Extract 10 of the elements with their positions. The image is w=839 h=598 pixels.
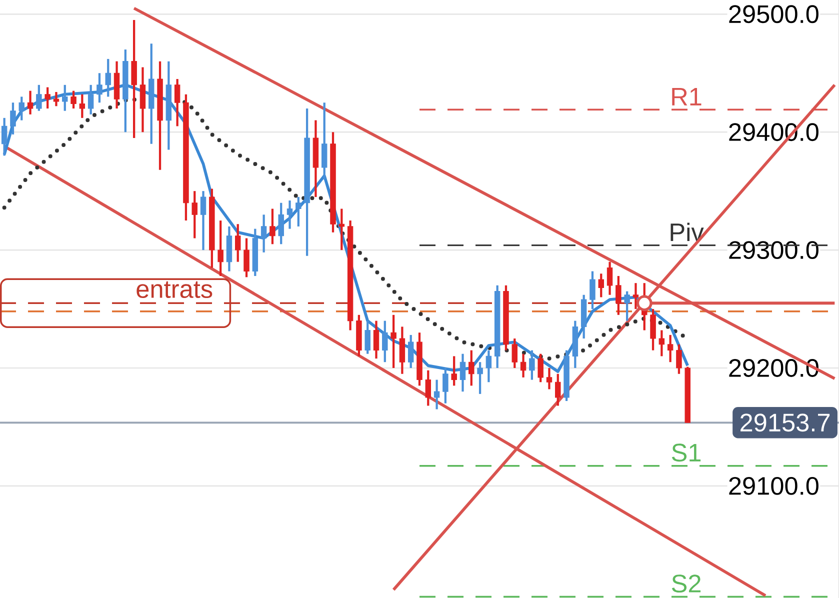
y-tick-label: 29500.0 — [729, 5, 818, 24]
ref-line-label: R1 — [672, 88, 702, 106]
ref-line-label: S1 — [672, 444, 701, 462]
y-tick-label: 29200.0 — [729, 359, 818, 377]
y-tick-label: 29100.0 — [729, 476, 818, 495]
ref-line-label: Piv — [670, 222, 704, 242]
ref-line-label: S2 — [672, 574, 701, 593]
ref-line-label: 29153.7 — [740, 414, 830, 432]
annotation: entrats — [136, 281, 212, 298]
y-tick-label: 29300.0 — [729, 241, 818, 260]
